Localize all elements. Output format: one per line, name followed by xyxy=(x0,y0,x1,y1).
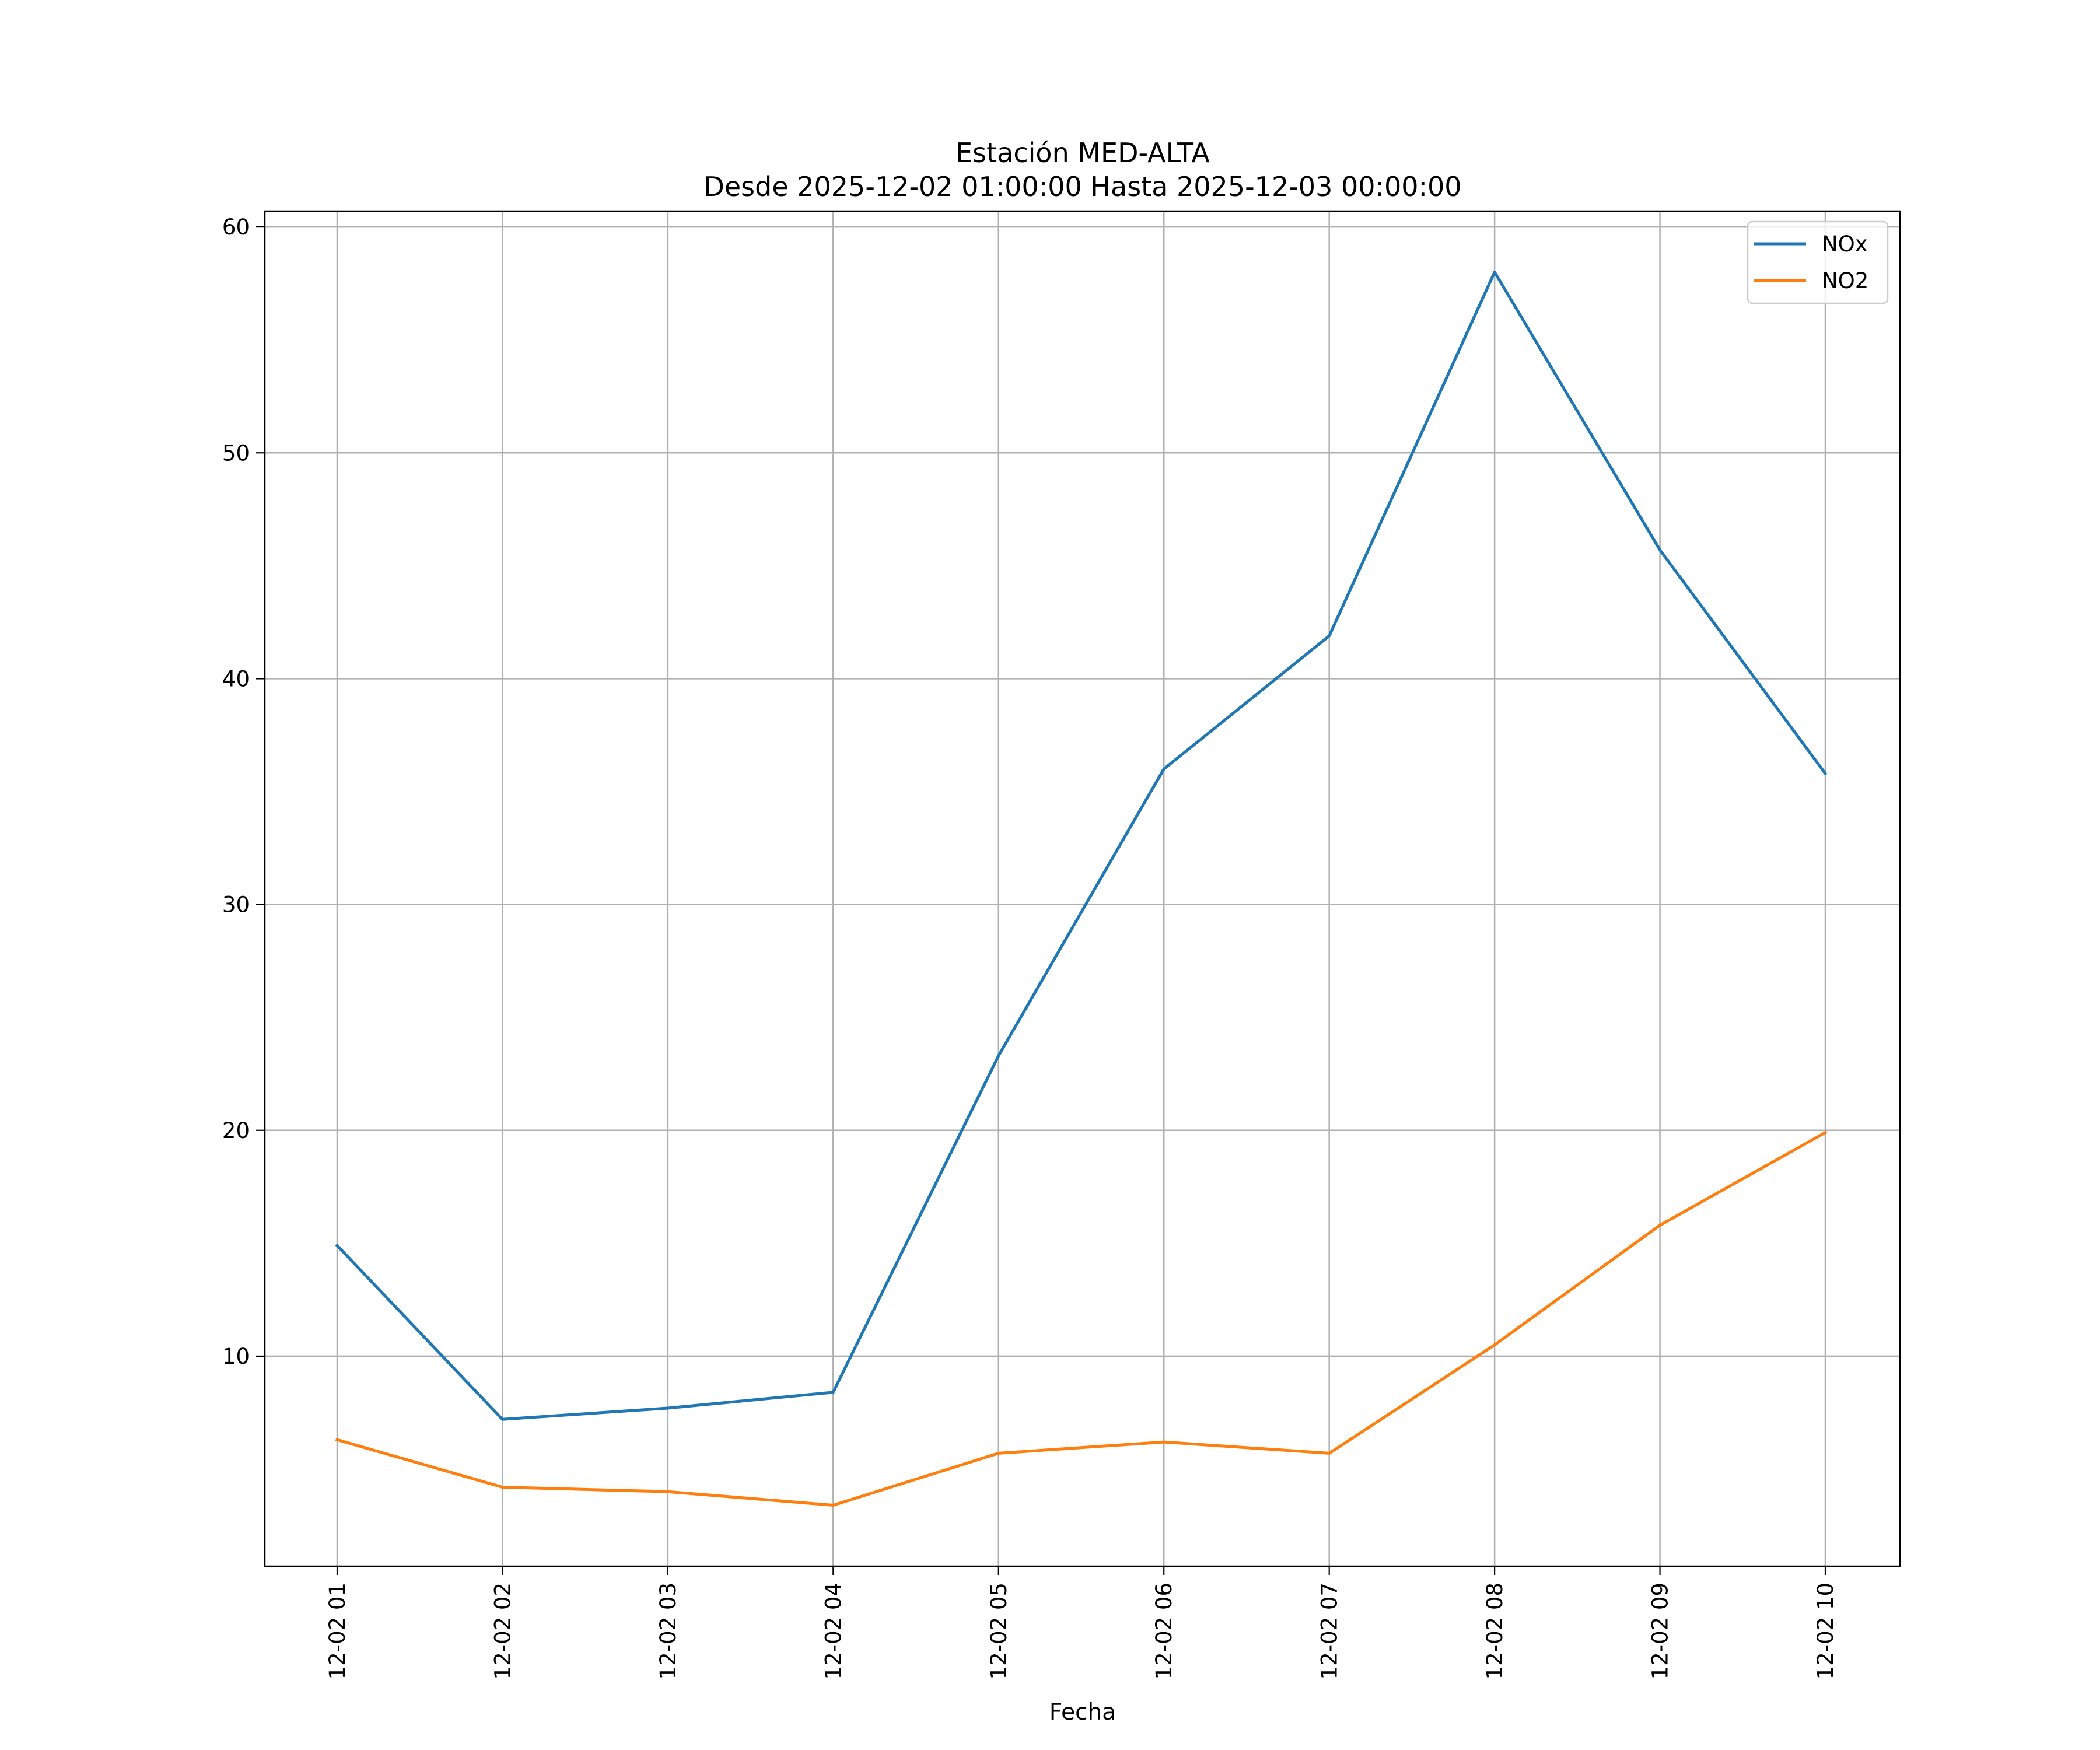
x-tick-label: 12-02 01 xyxy=(325,1583,350,1679)
x-tick-label: 12-02 06 xyxy=(1152,1583,1177,1679)
chart-subtitle: Desde 2025-12-02 01:00:00 Hasta 2025-12-… xyxy=(704,171,1461,202)
x-tick-label: 12-02 04 xyxy=(821,1583,846,1679)
x-tick-label: 12-02 09 xyxy=(1648,1583,1673,1679)
x-tick-label: 12-02 10 xyxy=(1813,1583,1838,1679)
x-axis-label: Fecha xyxy=(1049,1699,1116,1726)
legend: NOx NO2 xyxy=(1746,220,1889,304)
x-tick-label: 12-02 08 xyxy=(1482,1583,1507,1679)
plot-area-frame xyxy=(264,210,1901,1567)
y-tick-label: 30 xyxy=(222,892,250,918)
x-axis: 12-02 01 12-02 02 12-02 03 12-02 04 12-02 05… xyxy=(325,1566,1838,1679)
legend-label-nox: NOx xyxy=(1822,232,1868,257)
x-tick-label: 12-02 05 xyxy=(986,1583,1012,1679)
series-layer xyxy=(335,271,1828,1507)
x-tick-label: 12-02 03 xyxy=(656,1583,681,1679)
series-line-nox xyxy=(335,271,1828,1421)
x-tick-label: 12-02 02 xyxy=(490,1583,515,1679)
grid xyxy=(265,211,1900,1566)
x-tick-label: 12-02 07 xyxy=(1317,1583,1342,1679)
y-tick-label: 40 xyxy=(222,666,250,691)
chart-title: Estación MED-ALTA xyxy=(956,137,1210,169)
y-tick-label: 20 xyxy=(222,1118,250,1143)
y-tick-label: 10 xyxy=(222,1344,250,1369)
y-axis: 10 20 30 40 50 60 xyxy=(222,215,265,1369)
legend-label-no2: NO2 xyxy=(1822,268,1868,293)
y-tick-label: 60 xyxy=(222,215,250,240)
y-tick-label: 50 xyxy=(222,440,250,466)
series-line-no2 xyxy=(335,1130,1828,1507)
legend-box xyxy=(1746,220,1889,304)
